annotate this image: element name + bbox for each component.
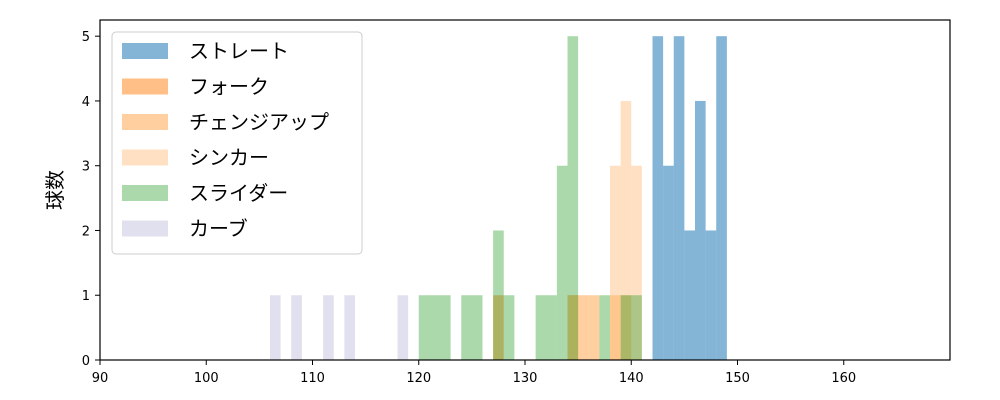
legend-label: シンカー xyxy=(189,146,269,170)
series-2-bar-3 xyxy=(620,295,632,360)
legend-swatch xyxy=(122,114,168,130)
series-4-bar-8 xyxy=(620,295,642,360)
y-axis: 0 1 2 3 4 5 xyxy=(82,30,100,369)
series-0-bar-5 xyxy=(705,230,717,360)
y-tick-label: 1 xyxy=(82,289,90,304)
legend-label: ストレート xyxy=(189,39,289,63)
x-tick-label: 140 xyxy=(619,371,644,386)
legend-box xyxy=(111,31,363,255)
series-3-bar-0 xyxy=(610,165,621,360)
x-axis: 90 100 110 120 130 140 150 160 xyxy=(92,360,856,386)
series-0-bar-3 xyxy=(684,230,695,360)
legend-swatch xyxy=(122,185,168,201)
series-2-bar-0 xyxy=(567,295,589,360)
legend-swatch xyxy=(122,78,168,95)
series-2-bar-2 xyxy=(610,295,621,360)
y-tick-label: 3 xyxy=(82,160,90,175)
legend-swatch xyxy=(122,149,168,166)
bars-layer xyxy=(270,36,727,360)
x-tick-label: 100 xyxy=(194,371,219,386)
series-4-bar-6 xyxy=(567,36,579,360)
y-tick-label: 4 xyxy=(82,95,90,110)
legend-label: カーブ xyxy=(189,217,248,241)
series-5-bar-3 xyxy=(344,295,355,360)
legend-label: チェンジアップ xyxy=(189,110,329,134)
y-tick-label: 0 xyxy=(82,354,90,369)
y-axis-label: 球数 xyxy=(43,170,67,210)
series-3-bar-1 xyxy=(620,100,632,360)
series-5-bar-0 xyxy=(270,295,281,360)
series-2-bar-1 xyxy=(588,295,600,360)
legend-label: スライダー xyxy=(189,181,288,205)
series-4-bar-1 xyxy=(461,295,483,360)
series-3-bar-2 xyxy=(631,165,642,360)
y-tick-label: 5 xyxy=(82,30,90,45)
series-0-bar-2 xyxy=(673,36,685,360)
x-tick-label: 150 xyxy=(725,371,750,386)
series-0-bar-6 xyxy=(716,36,727,360)
legend-label: フォーク xyxy=(189,75,269,99)
series-4-bar-0 xyxy=(418,295,451,360)
series-4-bar-7 xyxy=(599,295,610,360)
x-tick-label: 160 xyxy=(831,371,856,386)
series-4-bar-5 xyxy=(556,165,568,360)
legend-swatch xyxy=(122,220,168,237)
x-tick-label: 110 xyxy=(300,371,325,386)
series-4-bar-2 xyxy=(493,230,504,360)
series-0-bar-4 xyxy=(695,100,706,360)
series-5-bar-2 xyxy=(323,295,334,360)
series-5-bar-1 xyxy=(291,295,302,360)
series-5-bar-4 xyxy=(397,295,409,360)
x-tick-label: 90 xyxy=(92,371,109,386)
series-0-bar-0 xyxy=(652,36,664,360)
series-0-bar-1 xyxy=(663,165,674,360)
series-1-bar-0 xyxy=(493,295,504,360)
x-tick-label: 130 xyxy=(513,371,538,386)
y-tick-label: 2 xyxy=(82,224,90,239)
legend-swatch xyxy=(122,43,168,59)
x-tick-label: 120 xyxy=(406,371,431,386)
series-4-bar-3 xyxy=(503,295,515,360)
series-4-bar-4 xyxy=(535,295,557,360)
